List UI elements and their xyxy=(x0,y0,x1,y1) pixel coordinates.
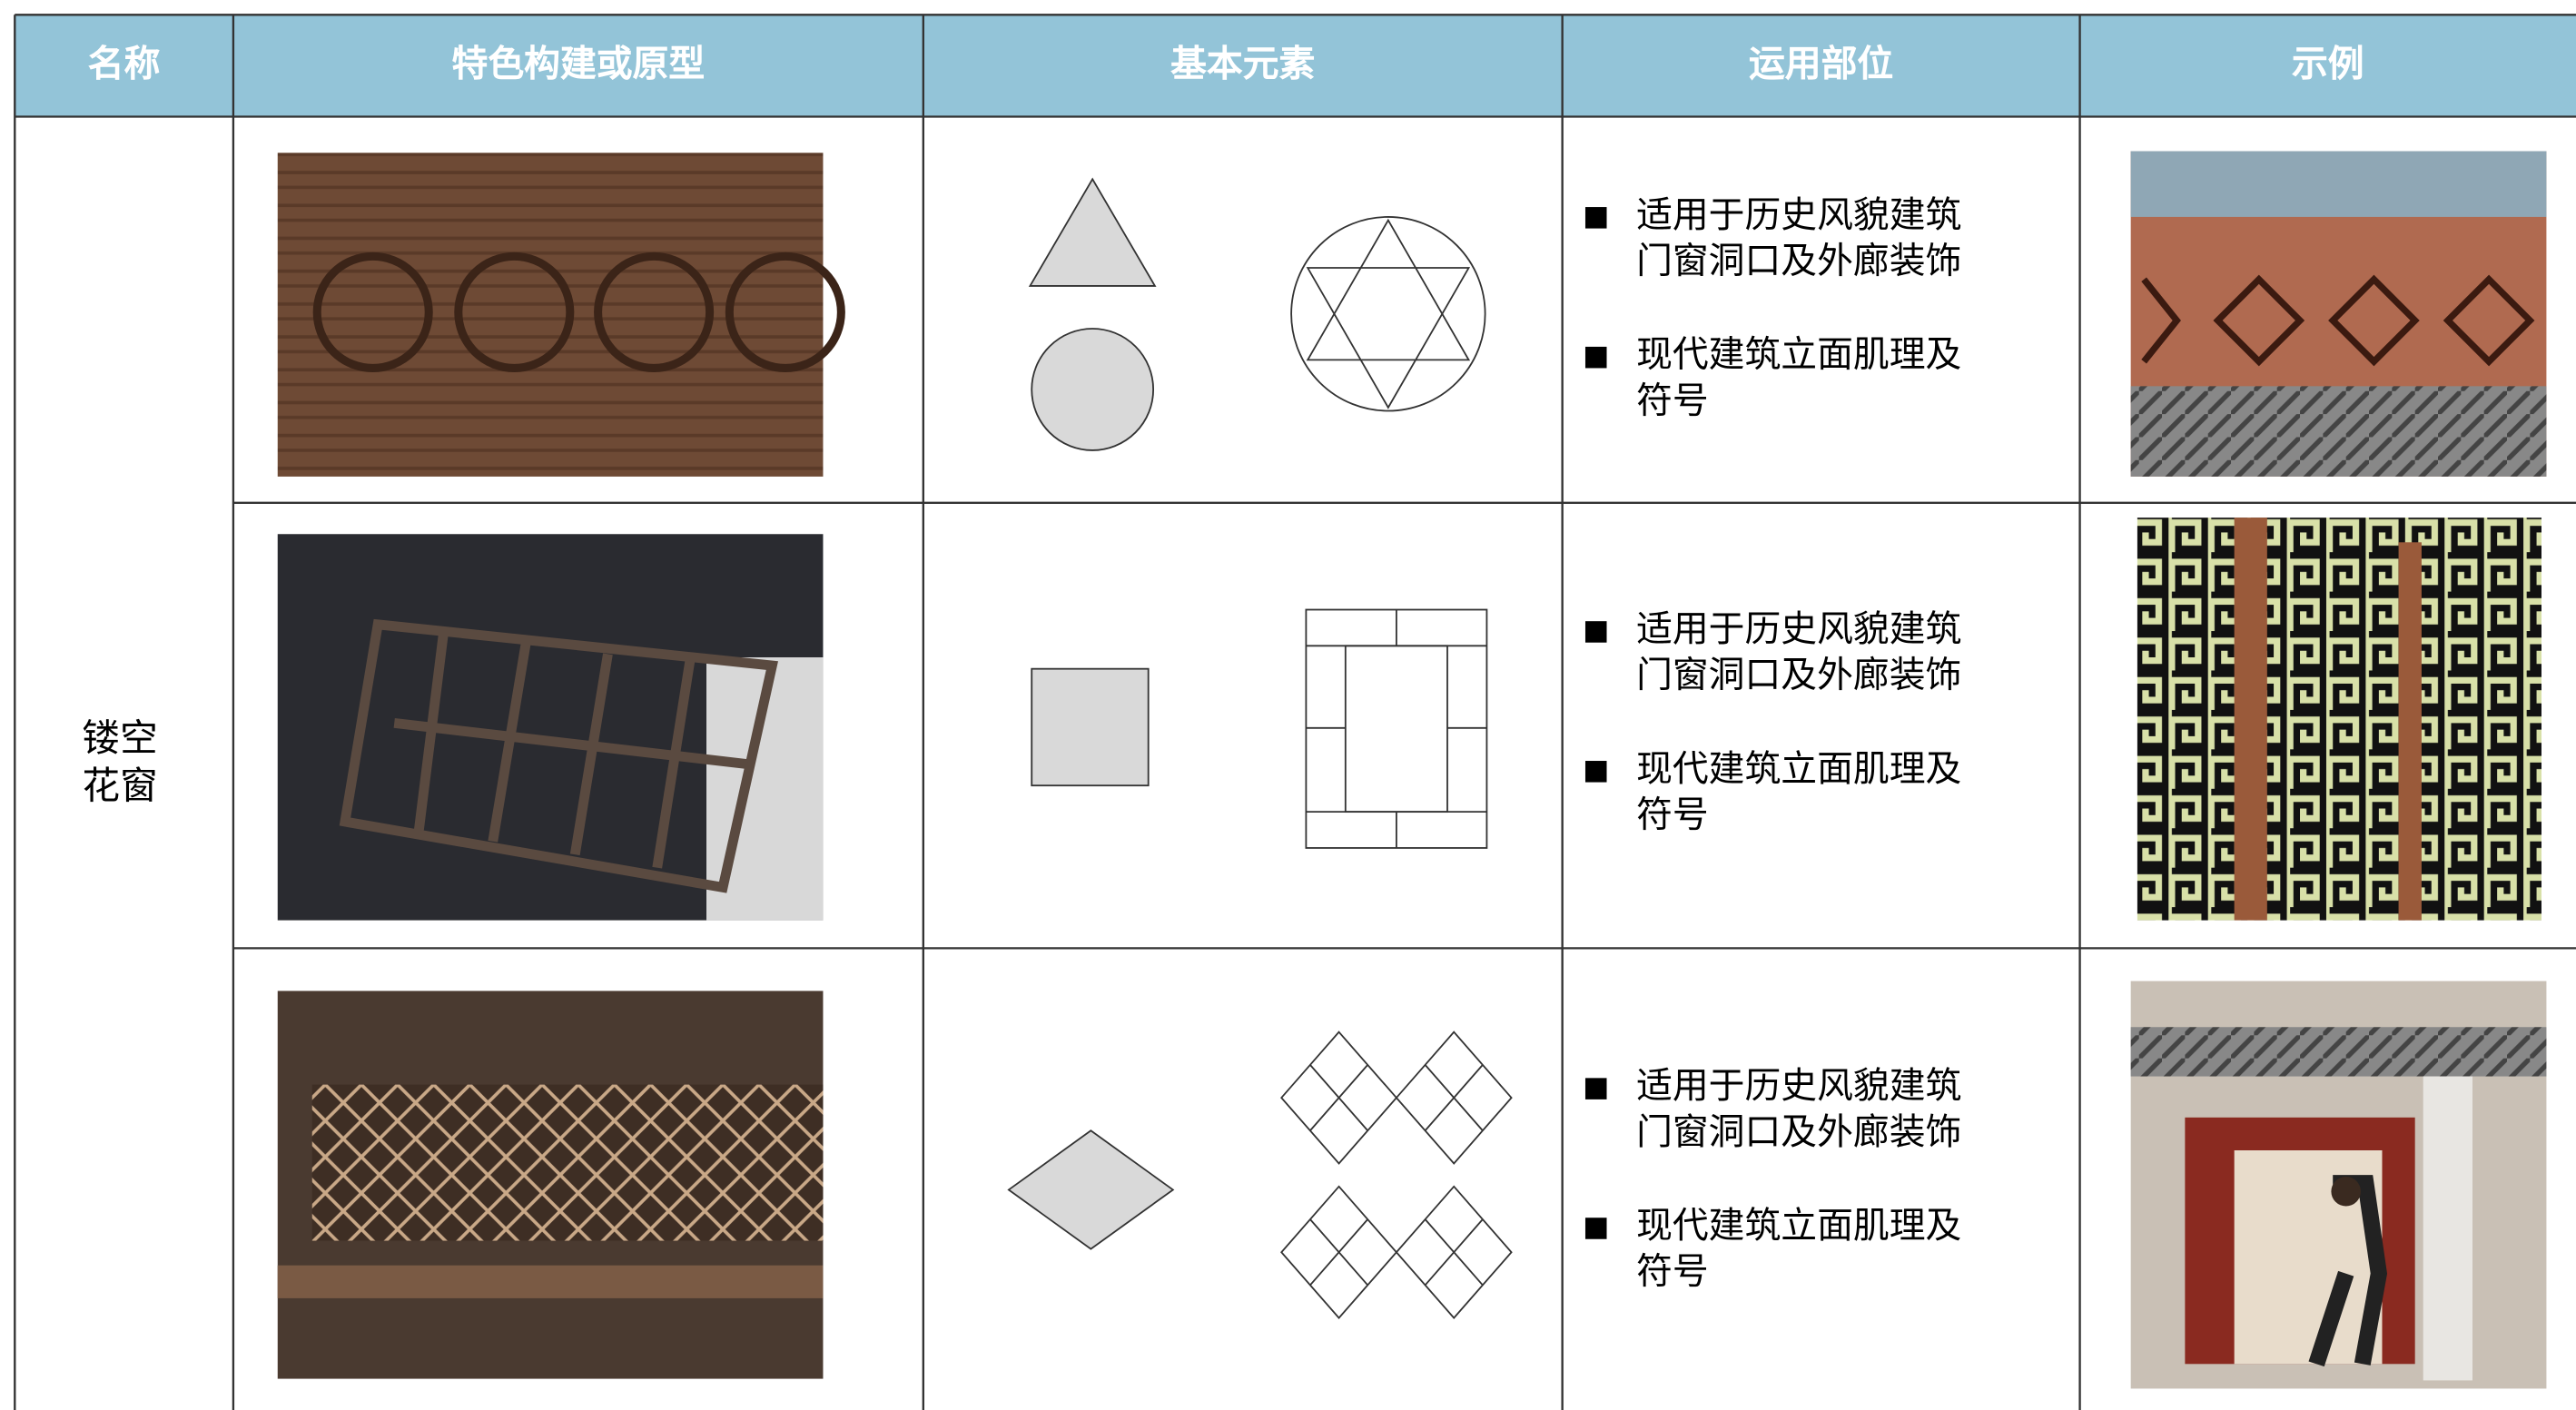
grid xyxy=(14,14,2576,1410)
header-cell: 运用部位 xyxy=(1748,44,1894,86)
usage-item: 适用于历史风貌建筑门窗洞口及外廊装饰 xyxy=(1584,194,1991,286)
usage-item: 适用于历史风貌建筑门窗洞口及外廊装饰 xyxy=(1584,1065,1991,1157)
example-photos xyxy=(2130,151,2547,1389)
prototype-photos xyxy=(277,153,845,1379)
usage-item: 适用于历史风貌建筑门窗洞口及外廊装饰 xyxy=(1584,608,1991,700)
header-cell: 特色构建或原型 xyxy=(451,44,706,86)
header-cell: 基本元素 xyxy=(1170,44,1316,86)
header-cell: 示例 xyxy=(2291,44,2364,86)
element-shapes xyxy=(1007,177,1513,1319)
header-cell: 名称 xyxy=(87,44,161,86)
usage-item: 现代建筑立面肌理及符号 xyxy=(1584,1205,1991,1297)
usage-item: 现代建筑立面肌理及符号 xyxy=(1584,748,1991,840)
usage-item: 现代建筑立面肌理及符号 xyxy=(1584,333,1991,425)
header-bg xyxy=(15,15,2576,117)
category-label: 镂空花窗 xyxy=(82,717,158,809)
